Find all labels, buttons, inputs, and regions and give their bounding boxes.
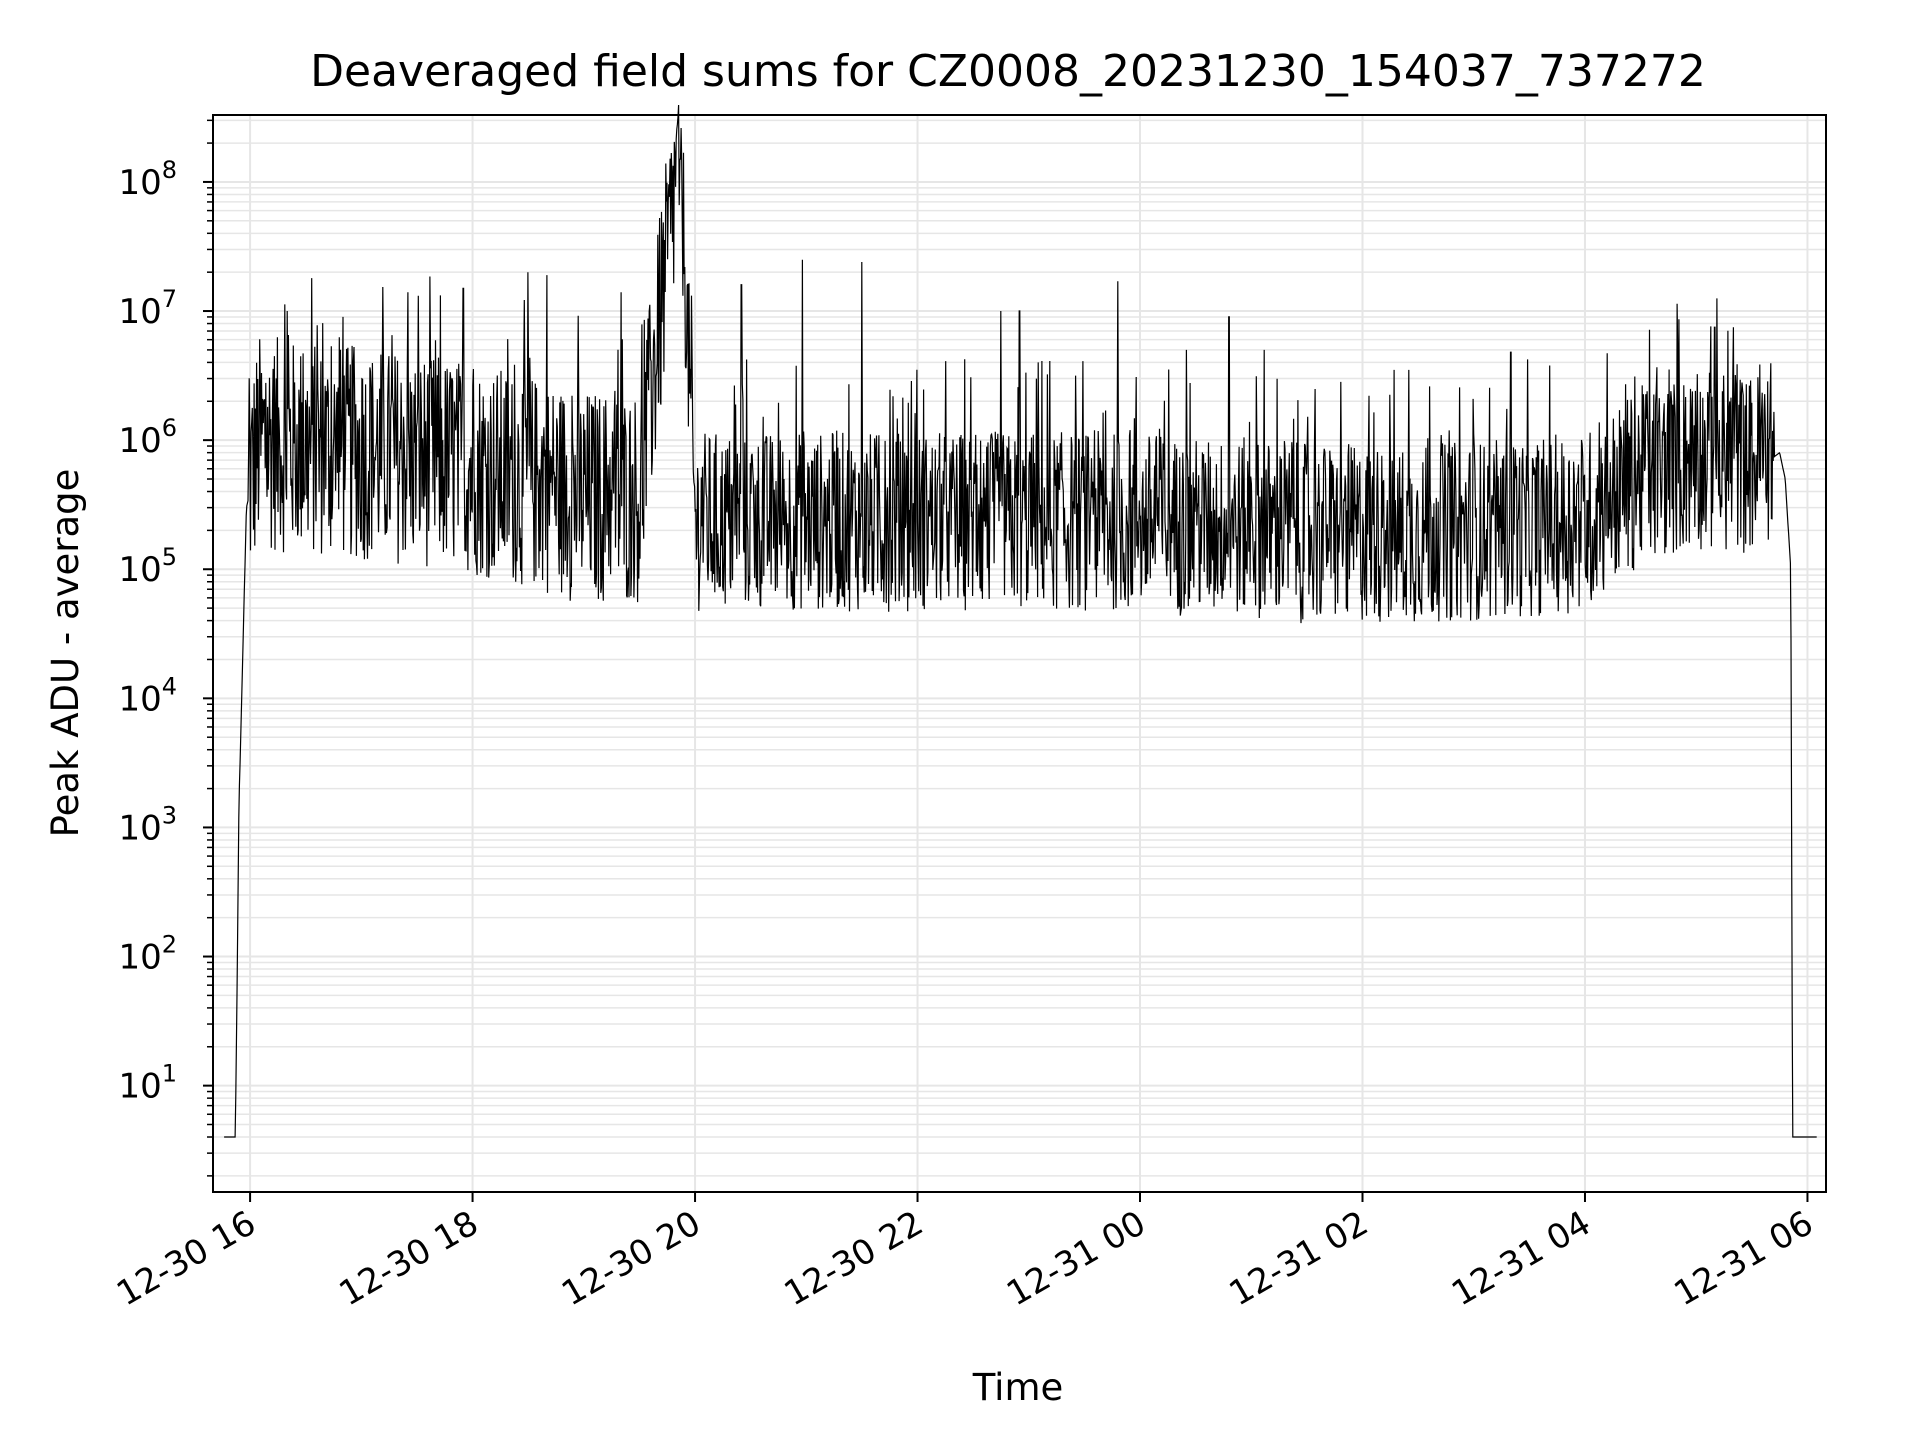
- y-tick-label: 107: [118, 285, 177, 332]
- y-tick-label: 102: [118, 931, 177, 978]
- y-axis-label: Peak ADU - average: [44, 469, 87, 838]
- x-tick-label: 12-31 06: [1668, 1203, 1820, 1314]
- series-line: [224, 104, 1817, 1138]
- x-tick-label: 12-30 20: [555, 1203, 707, 1314]
- x-tick-label: 12-31 00: [1000, 1203, 1152, 1314]
- x-tick-label: 12-30 22: [778, 1203, 930, 1314]
- y-axis: 101 102 103 104 105 106 107 108: [118, 119, 213, 1177]
- x-axis: 12-30 16 12-30 18 12-30 20 12-30 22 12-31 00…: [110, 1192, 1820, 1314]
- x-tick-label: 12-31 02: [1223, 1203, 1375, 1314]
- y-tick-label: 108: [118, 156, 177, 203]
- y-tick-label: 105: [118, 543, 177, 590]
- y-tick-label: 101: [118, 1060, 177, 1107]
- y-tick-label: 104: [118, 672, 177, 719]
- y-tick-label: 103: [118, 801, 177, 848]
- grid: [213, 115, 1826, 1192]
- x-axis-label: Time: [972, 1366, 1064, 1409]
- x-tick-label: 12-31 04: [1445, 1203, 1597, 1314]
- x-tick-label: 12-30 18: [333, 1203, 485, 1314]
- series-layer: [224, 104, 1817, 1138]
- chart-title: Deaveraged field sums for CZ0008_2023123…: [310, 46, 1706, 97]
- y-tick-label: 106: [118, 414, 177, 461]
- x-tick-label: 12-30 16: [110, 1203, 262, 1314]
- plot-frame: [212, 114, 1827, 1193]
